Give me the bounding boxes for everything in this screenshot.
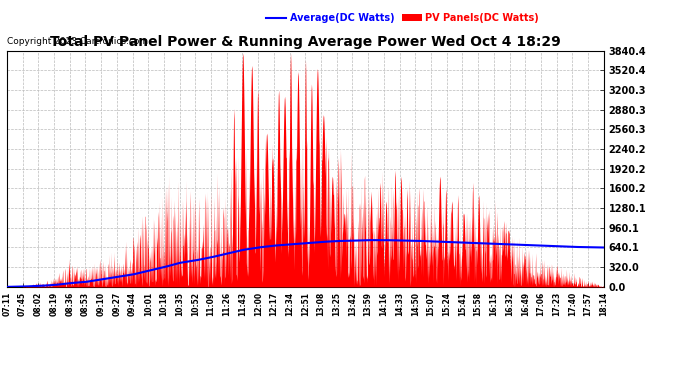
Title: Total PV Panel Power & Running Average Power Wed Oct 4 18:29: Total PV Panel Power & Running Average P… [50,36,561,50]
Text: Copyright 2023 Cartronics.com: Copyright 2023 Cartronics.com [7,37,148,46]
Legend: Average(DC Watts), PV Panels(DC Watts): Average(DC Watts), PV Panels(DC Watts) [262,9,543,27]
